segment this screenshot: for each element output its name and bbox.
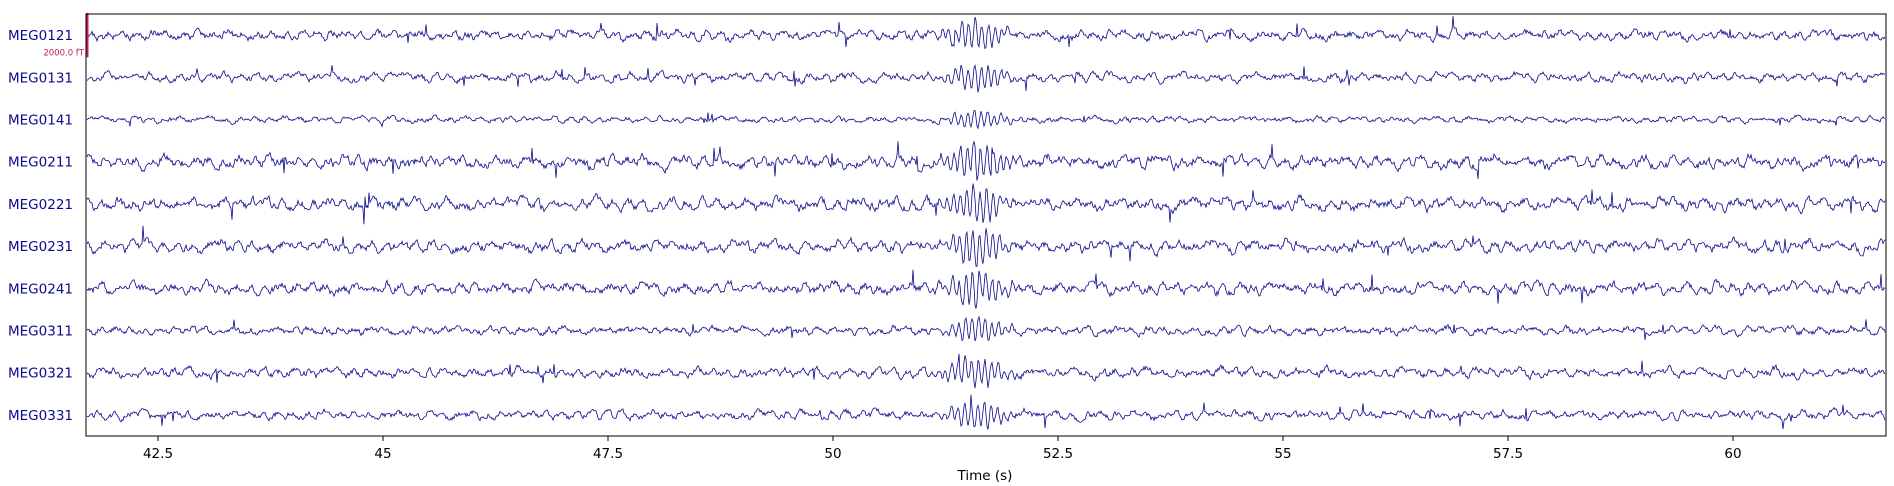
channel-label-meg0141: MEG0141 (8, 113, 73, 129)
trace-meg0331 (86, 394, 1886, 430)
trace-meg0121 (86, 16, 1886, 50)
channel-label-meg0241: MEG0241 (8, 281, 73, 297)
x-tick-label: 60 (1724, 446, 1741, 462)
channel-label-meg0331: MEG0331 (8, 408, 73, 424)
x-tick-label: 47.5 (593, 446, 623, 462)
channel-labels: MEG0121 MEG0131 MEG0141 MEG0211 MEG0221 MEG02… (8, 28, 73, 424)
channel-label-meg0121: MEG0121 (8, 28, 73, 44)
x-tick-label: 57.5 (1493, 446, 1523, 462)
trace-meg0231 (86, 225, 1886, 267)
trace-meg0241 (86, 269, 1886, 309)
x-tick-label: 42.5 (143, 446, 173, 462)
x-tick-label: 55 (1274, 446, 1291, 462)
x-tick-label: 45 (374, 446, 391, 462)
trace-meg0131 (86, 64, 1886, 93)
x-axis-label: Time (s) (957, 468, 1013, 484)
trace-meg0321 (86, 353, 1886, 389)
scale-bar: 2000.0 fT (43, 12, 89, 58)
plot-frame (85, 13, 1887, 437)
channel-label-meg0131: MEG0131 (8, 70, 73, 86)
x-tick-label: 52.5 (1043, 446, 1073, 462)
channel-label-meg0231: MEG0231 (8, 239, 73, 255)
x-axis-ticks: 42.5 45 47.5 50 52.5 55 57.5 60 (143, 436, 1742, 462)
trace-meg0141 (86, 110, 1886, 130)
channel-label-meg0211: MEG0211 (8, 155, 73, 171)
trace-meg0221 (86, 183, 1886, 225)
scale-bar-label: 2000.0 fT (43, 48, 84, 58)
trace-meg0311 (86, 315, 1886, 342)
channel-label-meg0221: MEG0221 (8, 197, 73, 213)
channel-label-meg0311: MEG0311 (8, 324, 73, 340)
channel-traces (86, 16, 1886, 430)
trace-meg0211 (86, 141, 1886, 181)
channel-label-meg0321: MEG0321 (8, 366, 73, 382)
x-tick-label: 50 (824, 446, 841, 462)
